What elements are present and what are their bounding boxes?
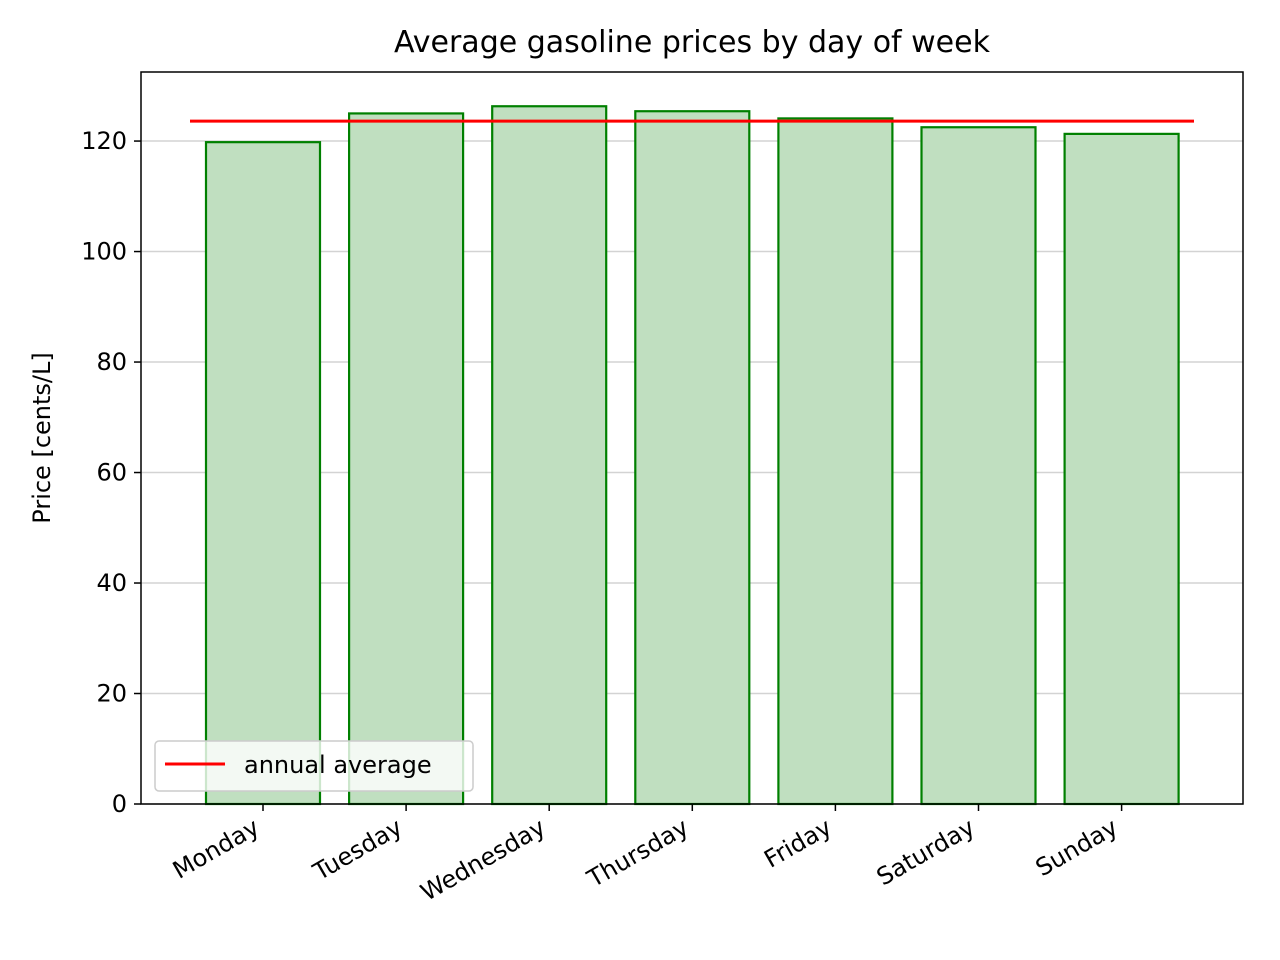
- legend: annual average: [154, 740, 474, 792]
- bar-monday: [204, 141, 322, 806]
- bar-saturday: [920, 126, 1037, 806]
- y-tick-label: 60: [96, 459, 127, 487]
- y-tick-label: 100: [81, 238, 127, 266]
- bar-sunday: [1063, 132, 1180, 806]
- y-tick-label: 40: [96, 569, 127, 597]
- legend-label-annual-average: annual average: [244, 751, 432, 779]
- y-tick-label: 20: [96, 680, 127, 708]
- bar-thursday: [634, 110, 751, 806]
- bar-tuesday: [348, 112, 465, 806]
- bars-group: [204, 105, 1180, 806]
- y-tick-label: 0: [112, 790, 127, 818]
- y-axis-ticks: 0 20 40 60 80 100 120: [81, 127, 141, 818]
- y-tick-label: 80: [96, 348, 127, 376]
- legend-box: [154, 740, 474, 792]
- y-tick-label: 120: [81, 127, 127, 155]
- bar-friday: [777, 117, 894, 806]
- chart-title: Average gasoline prices by day of week: [394, 25, 991, 60]
- bar-wednesday: [491, 105, 608, 806]
- y-axis-label: Price [cents/L]: [28, 352, 56, 523]
